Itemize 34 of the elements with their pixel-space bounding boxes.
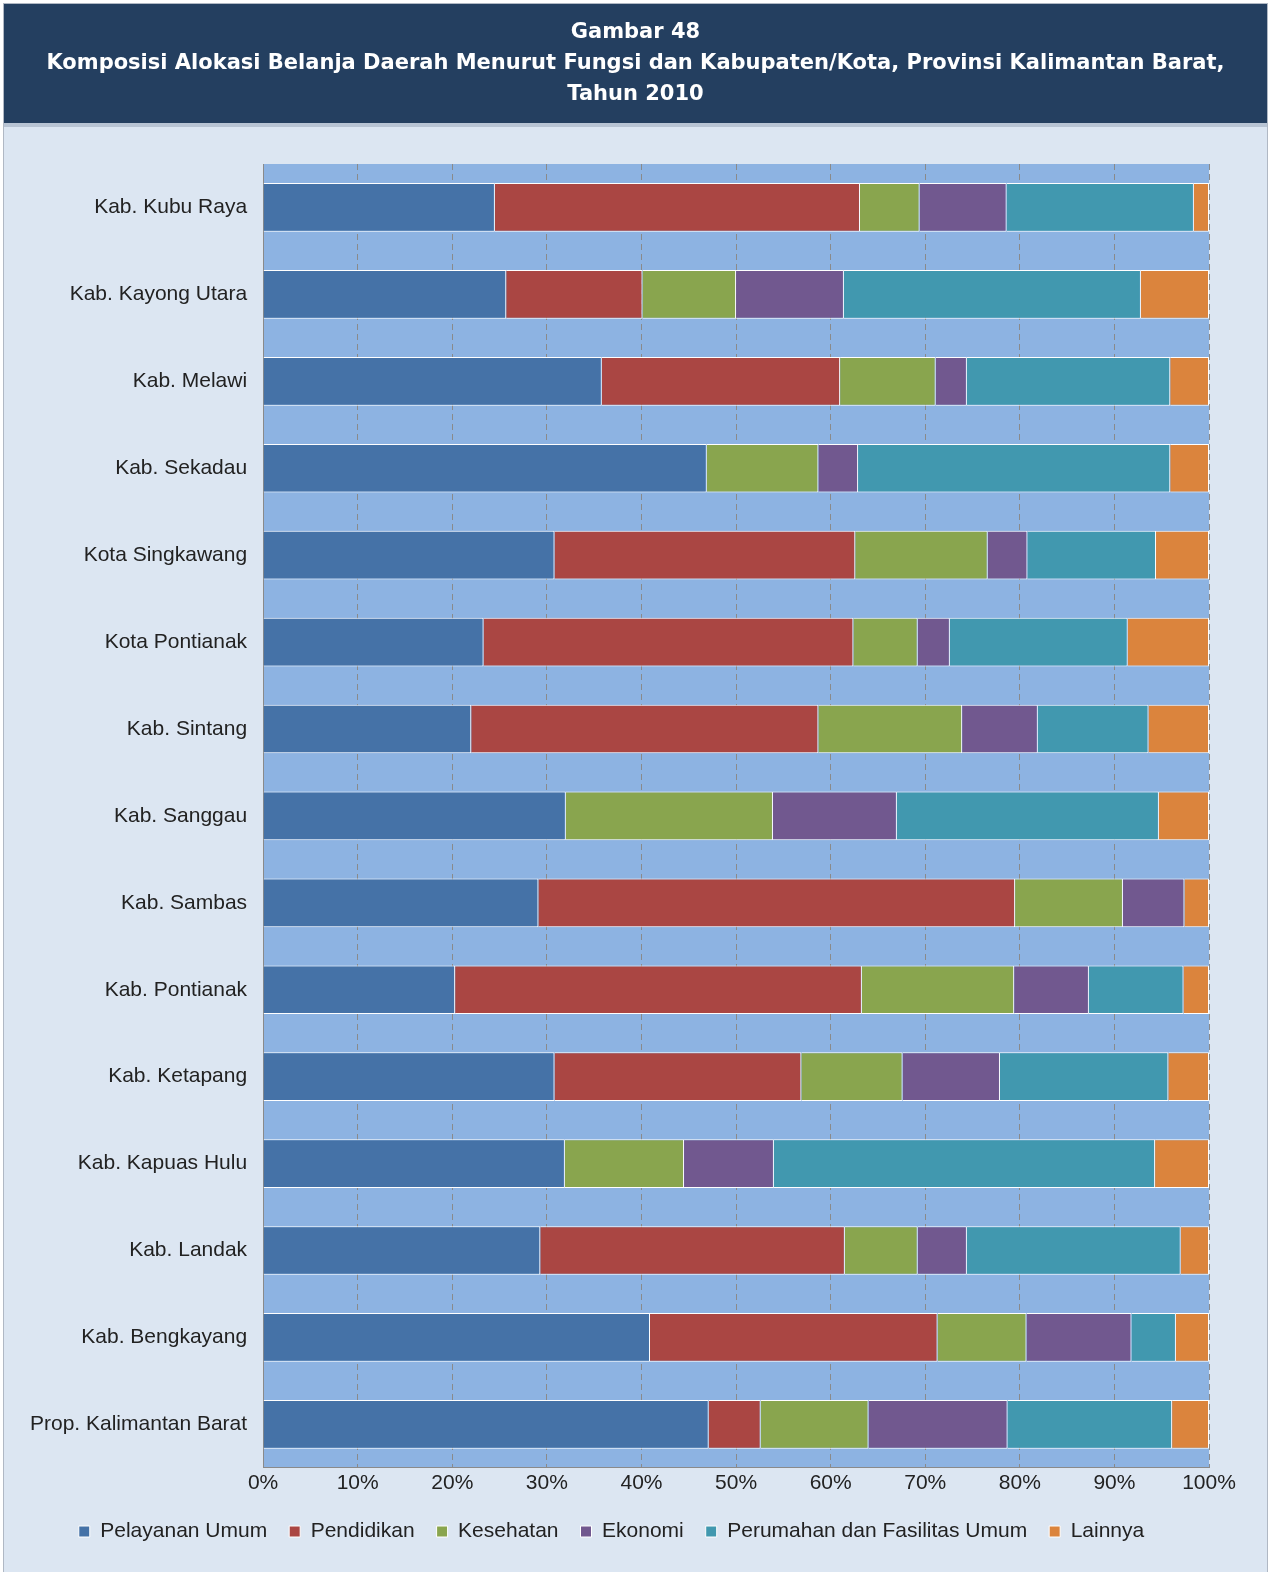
y-tick-label: Kab. Kayong Utara	[69, 281, 248, 305]
legend-label: Kesehatan	[458, 1518, 559, 1542]
y-tick-label: Kab. Landak	[129, 1237, 248, 1261]
y-tick-label: Kota Singkawang	[83, 541, 248, 565]
y-tick-label: Kab. Kapuas Hulu	[77, 1150, 248, 1174]
legend-label: Perumahan dan Fasilitas Umum	[727, 1518, 1028, 1542]
chart-title: Gambar 48	[569, 18, 702, 45]
y-tick-label: Kab. Melawi	[132, 368, 248, 392]
y-tick-label: Kota Pontianak	[104, 628, 248, 652]
x-tick-label: 70%	[904, 1470, 947, 1494]
y-tick-label: Kab. Bengkayang	[81, 1324, 248, 1348]
x-tick-label: 90%	[1093, 1470, 1136, 1494]
x-tick-label: 20%	[431, 1470, 474, 1494]
chart-subtitle: Komposisi Alokasi Belanja Daerah Menurut Fungsi dan Kabupaten/Kota, Provinsi Kalimantan Barat, Tahun 2010	[45, 49, 1226, 107]
x-tick-label: 10%	[336, 1470, 379, 1494]
y-tick-label: Kab. Sintang	[126, 715, 248, 739]
x-tick-label: 40%	[620, 1470, 663, 1494]
y-tick-label: Kab. Sambas	[121, 889, 248, 913]
x-tick-label: 30%	[525, 1470, 568, 1494]
legend-label: Ekonomi	[602, 1518, 684, 1542]
x-tick-label: 100%	[1182, 1470, 1236, 1494]
y-tick-label: Prop. Kalimantan Barat	[29, 1411, 248, 1435]
legend-label: Pelayanan Umum	[100, 1518, 268, 1542]
x-tick-label: 80%	[998, 1470, 1041, 1494]
y-tick-label: Kab. Pontianak	[104, 976, 248, 1000]
legend-label: Pendidikan	[310, 1518, 415, 1542]
y-tick-label: Kab. Kubu Raya	[94, 194, 248, 218]
y-tick-label: Kab. Sekadau	[115, 455, 248, 479]
y-tick-label: Kab. Sanggau	[113, 802, 248, 826]
x-tick-label: 50%	[715, 1470, 758, 1494]
legend-label: Lainnya	[1070, 1518, 1145, 1542]
x-tick-label: 0%	[247, 1470, 279, 1494]
y-tick-label: Kab. Ketapang	[108, 1063, 248, 1087]
x-tick-label: 60%	[809, 1470, 852, 1494]
